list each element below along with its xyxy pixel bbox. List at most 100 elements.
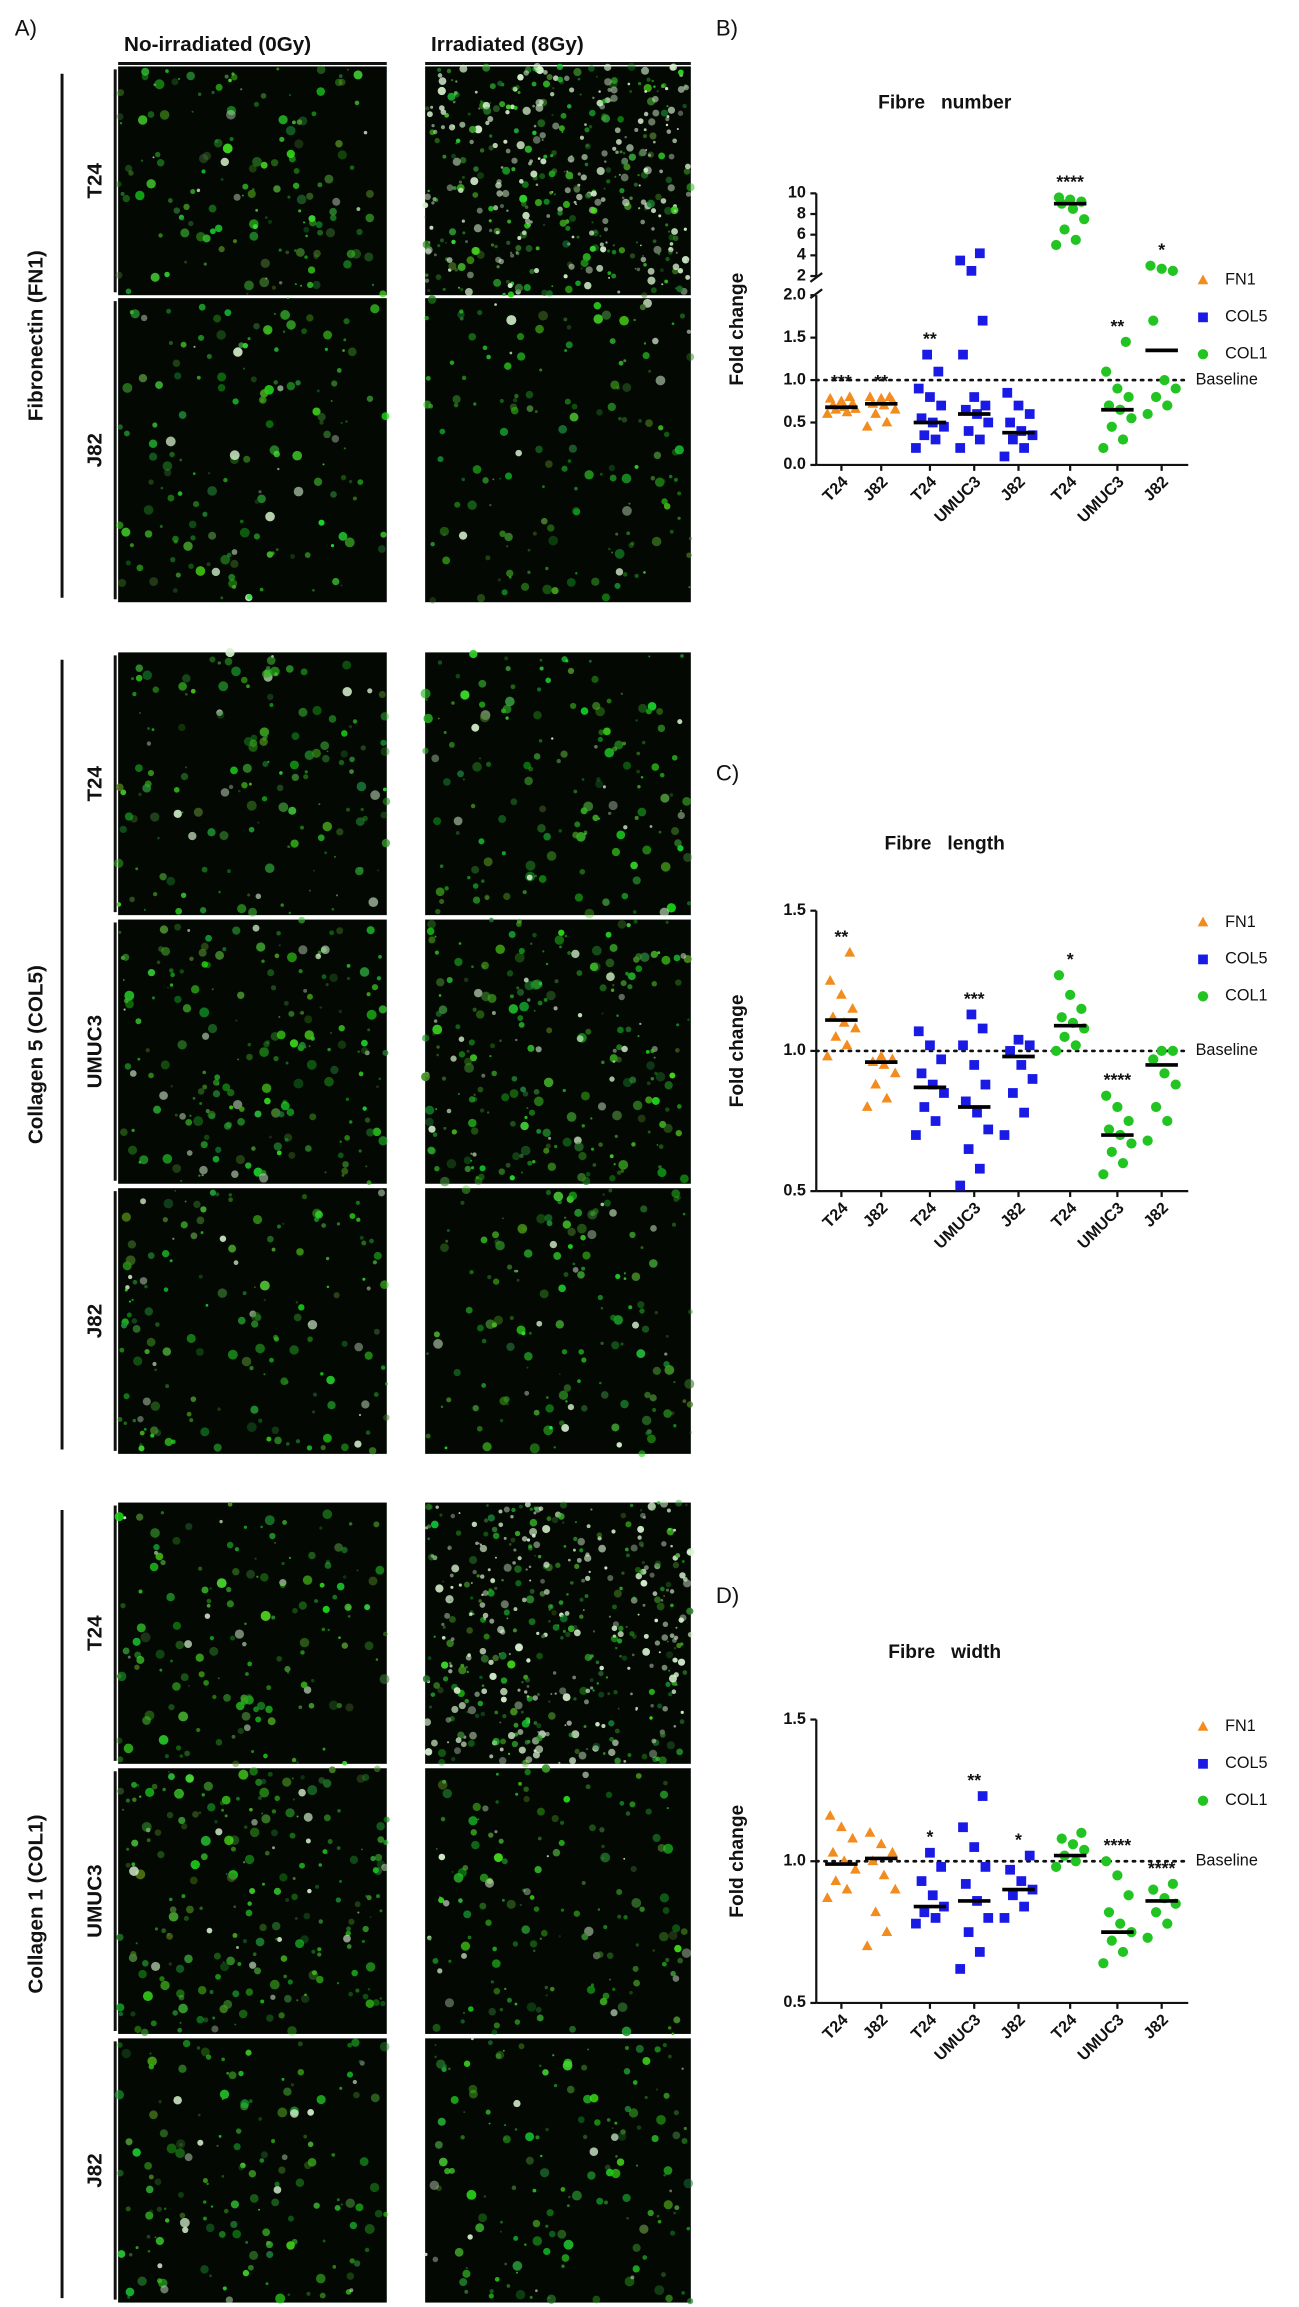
speck: [198, 334, 205, 341]
speck: [170, 557, 176, 563]
speck: [492, 1946, 497, 1952]
speck: [551, 150, 557, 156]
speck: [434, 2044, 437, 2047]
speck: [483, 857, 493, 867]
speck: [521, 181, 529, 189]
speck: [125, 1255, 136, 1266]
speck: [277, 1224, 281, 1229]
speck: [172, 1164, 182, 1173]
speck: [677, 845, 684, 852]
speck: [172, 588, 178, 593]
speck: [481, 879, 485, 883]
speck: [536, 1320, 543, 1327]
speck: [223, 2208, 229, 2214]
data-point: [889, 1883, 901, 1894]
speck: [466, 1710, 470, 1714]
speck: [319, 1948, 322, 1951]
speck: [526, 1538, 531, 1542]
speck: [169, 1897, 173, 1902]
speck: [622, 572, 628, 577]
speck: [481, 1684, 485, 1687]
speck: [589, 245, 596, 252]
speck: [336, 1982, 340, 1985]
speck: [558, 829, 562, 833]
speck: [517, 1223, 528, 1234]
speck: [176, 1989, 185, 1998]
speck: [553, 193, 556, 196]
data-point: [1024, 1040, 1035, 1051]
speck: [513, 1548, 517, 1552]
speck: [197, 92, 202, 96]
speck: [551, 168, 558, 175]
speck: [380, 1280, 389, 1289]
speck: [450, 78, 454, 82]
speck: [437, 2117, 446, 2126]
speck: [189, 956, 194, 962]
speck: [632, 2243, 641, 2252]
speck: [432, 2023, 441, 2032]
speck: [348, 1522, 353, 1526]
speck: [159, 1976, 165, 1982]
micrograph: [420, 649, 693, 919]
speck: [541, 289, 548, 296]
speck: [264, 1097, 271, 1105]
speck: [558, 1935, 561, 1938]
speck: [612, 1048, 617, 1053]
speck: [205, 2054, 212, 2060]
speck: [150, 812, 160, 822]
speck: [117, 1673, 122, 1679]
speck: [458, 1036, 465, 1042]
speck: [533, 1088, 540, 1095]
speck: [661, 1961, 667, 1967]
legend-entry: COL5: [1198, 1754, 1268, 1772]
speck: [584, 162, 589, 167]
speck: [469, 139, 474, 145]
speck: [483, 1531, 489, 1537]
speck: [308, 1551, 316, 1560]
speck: [564, 1611, 570, 1616]
speck: [673, 2110, 679, 2116]
speck: [639, 244, 642, 247]
speck: [499, 530, 506, 538]
speck: [521, 582, 530, 591]
speck: [235, 1019, 238, 1022]
speck: [435, 1010, 442, 1017]
speck: [658, 1931, 669, 1942]
speck: [574, 821, 581, 828]
speck: [566, 2085, 575, 2094]
data-point: [884, 391, 896, 401]
speck: [458, 1666, 467, 1675]
speck: [487, 116, 494, 122]
speck: [444, 113, 450, 118]
speck: [540, 517, 548, 525]
speck: [273, 450, 280, 458]
speck: [563, 1545, 567, 1548]
speck: [262, 2228, 271, 2237]
speck: [540, 1929, 548, 1937]
speck: [450, 1637, 455, 1642]
speck: [565, 341, 573, 349]
speck: [435, 887, 445, 897]
speck: [248, 164, 257, 173]
speck: [441, 1661, 449, 1669]
speck: [251, 1320, 259, 1328]
speck: [647, 2209, 654, 2217]
speck: [226, 1586, 232, 1593]
speck: [147, 1252, 155, 1259]
speck: [494, 1830, 498, 1834]
speck: [324, 851, 328, 855]
speck: [271, 1921, 281, 1931]
speck: [346, 2272, 355, 2280]
speck: [479, 148, 485, 153]
speck: [615, 139, 622, 145]
speck: [130, 2011, 136, 2017]
speck: [347, 1614, 351, 1618]
speck: [264, 384, 274, 395]
speck: [536, 2014, 544, 2022]
speck: [529, 1518, 538, 1527]
speck: [224, 657, 233, 666]
speck: [566, 1720, 572, 1726]
speck: [567, 1244, 573, 1250]
speck: [325, 228, 336, 238]
speck: [611, 249, 617, 255]
